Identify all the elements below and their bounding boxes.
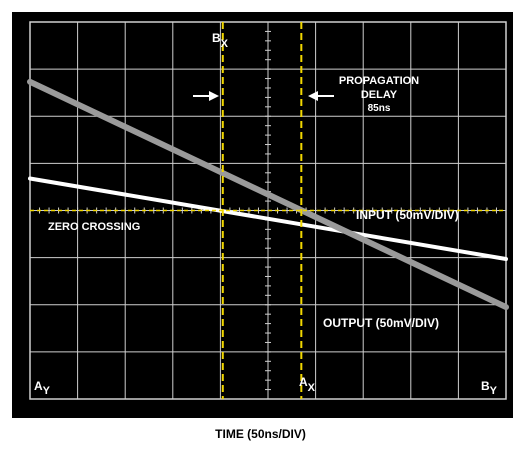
corner-by-main: B [481,379,490,393]
input-series-label: INPUT (50mV/DIV) [356,208,459,222]
delay-arrows [193,91,334,101]
annotation-line-3: 85ns [368,103,391,114]
corner-ay-main: A [34,379,43,393]
annotation-line-2: DELAY [361,89,398,101]
cursor-a-main: A [299,375,308,389]
propagation-delay-annotation: PROPAGATION DELAY 85ns [339,75,419,114]
annotation-line-1: PROPAGATION [339,75,419,87]
cursor-b-main: B [212,31,221,45]
output-series-label: OUTPUT (50mV/DIV) [323,316,439,330]
cursor-a-sub: X [308,382,316,394]
corner-ay-sub: Y [43,385,51,397]
corner-by-sub: Y [490,385,498,397]
trace-input [28,176,508,261]
left-arrow-head [209,91,219,101]
cursor-b-label: BX [212,31,229,50]
corner-label-by: BY [481,379,498,397]
scope-bezel [12,12,513,418]
traces [27,78,509,311]
corner-label-ay: AY [34,379,51,397]
cursor-a-label: AX [299,375,316,394]
cursors [30,22,506,399]
cursor-b-sub: X [221,38,229,50]
zero-crossing-label: ZERO CROSSING [48,221,140,233]
trace-output [27,78,509,311]
right-arrow-head [308,91,318,101]
x-axis-caption: TIME (50ns/DIV) [215,427,306,441]
